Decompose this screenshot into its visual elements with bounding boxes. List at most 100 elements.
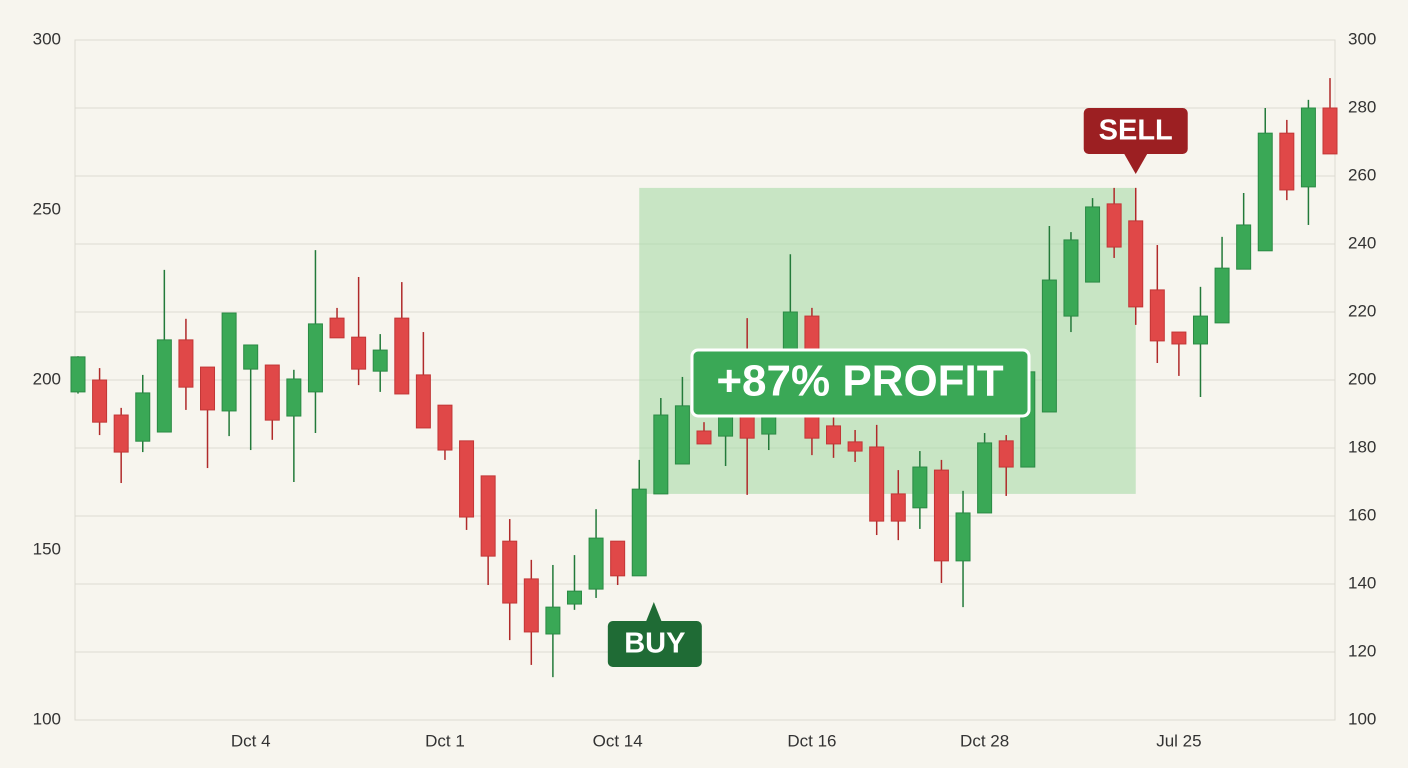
candle: [1214, 236, 1230, 324]
candle-body: [566, 590, 582, 605]
candle: [351, 276, 367, 386]
candle: [415, 332, 431, 429]
sell-badge: [1083, 108, 1188, 154]
candle-body: [674, 405, 690, 465]
candle: [998, 435, 1014, 496]
candle-body: [264, 364, 280, 421]
candle-body: [890, 493, 906, 522]
candle-body: [933, 469, 949, 562]
sell-label: SELL: [1099, 115, 1173, 147]
y-tick-label: 200: [1348, 369, 1376, 388]
candle-body: [1192, 315, 1208, 345]
candle: [1063, 232, 1079, 333]
candle-body: [156, 339, 172, 433]
candle: [1192, 286, 1208, 397]
candle-body: [869, 446, 885, 522]
y2-tick-label: 250: [33, 199, 61, 218]
candle: [1322, 78, 1338, 155]
candle-body: [1236, 224, 1252, 270]
candle: [1149, 245, 1165, 363]
candle-body: [286, 378, 302, 417]
candle-body: [1085, 206, 1101, 283]
candle-body: [1128, 220, 1144, 308]
candle-body: [307, 323, 323, 393]
candle: [869, 424, 885, 536]
candle: [826, 409, 842, 458]
candle: [1106, 187, 1122, 258]
candle: [523, 559, 539, 665]
candle: [459, 440, 475, 530]
candle-body: [415, 374, 431, 429]
candle: [847, 429, 863, 462]
candle-body: [545, 606, 561, 635]
y2-tick-label: 150: [33, 539, 61, 558]
y-tick-label: 100: [1348, 709, 1376, 728]
y-tick-label: 120: [1348, 641, 1376, 660]
y2-tick-label: 200: [33, 369, 61, 388]
y-tick-label: 260: [1348, 165, 1376, 184]
candle-body: [1063, 239, 1079, 317]
candle-body: [113, 414, 129, 453]
buy-pointer: [645, 602, 662, 622]
candle-body: [653, 414, 669, 495]
candle-body: [912, 466, 928, 509]
x-tick-label: Dct 16: [787, 731, 836, 750]
candle: [394, 282, 410, 395]
candle: [610, 540, 626, 586]
candle: [286, 369, 302, 482]
candle-body: [329, 317, 345, 339]
candle-body: [221, 312, 237, 412]
candle: [156, 269, 172, 433]
y-tick-label: 160: [1348, 505, 1376, 524]
candle-body: [351, 336, 367, 370]
candle: [674, 376, 690, 465]
candle-body: [1279, 132, 1295, 191]
y2-tick-label: 300: [33, 29, 61, 48]
candle: [631, 459, 647, 577]
buy-badge: [607, 621, 702, 667]
candle-body: [1041, 279, 1057, 413]
candle: [955, 490, 971, 608]
candle-body: [437, 404, 453, 451]
candle-body: [1106, 203, 1122, 248]
x-tick-label: Dct 1: [425, 731, 465, 750]
candle: [264, 364, 280, 440]
candle-body: [200, 366, 216, 411]
candle-body: [1214, 267, 1230, 324]
candle: [135, 374, 151, 453]
candle: [912, 451, 928, 529]
candle-body: [135, 392, 151, 442]
candle-body: [480, 475, 496, 557]
candle-body: [1257, 132, 1273, 252]
candle: [1171, 331, 1187, 376]
candle-body: [1322, 107, 1338, 155]
profit-zone: [639, 187, 1136, 494]
candle: [1085, 198, 1101, 283]
sell-pointer: [1123, 153, 1148, 174]
candle: [307, 250, 323, 434]
candle: [1236, 193, 1252, 270]
candle: [933, 459, 949, 583]
candle: [113, 407, 129, 484]
candle: [372, 334, 388, 392]
candle: [92, 368, 108, 436]
x-tick-label: Oct 14: [593, 731, 643, 750]
y-tick-label: 240: [1348, 233, 1376, 252]
candle-body: [977, 442, 993, 514]
candle-body: [523, 578, 539, 633]
candle: [1300, 99, 1316, 225]
candle: [178, 318, 194, 410]
candle: [696, 422, 712, 445]
candle: [200, 366, 216, 469]
candle: [1128, 187, 1144, 325]
y-tick-label: 280: [1348, 97, 1376, 116]
candle-body: [610, 540, 626, 577]
candle: [329, 307, 345, 339]
candle-body: [92, 379, 108, 423]
candle: [480, 475, 496, 586]
x-tick-label: Jul 25: [1156, 731, 1201, 750]
candle-body: [1300, 107, 1316, 188]
profit-badge: [690, 348, 1031, 418]
candle: [890, 470, 906, 541]
